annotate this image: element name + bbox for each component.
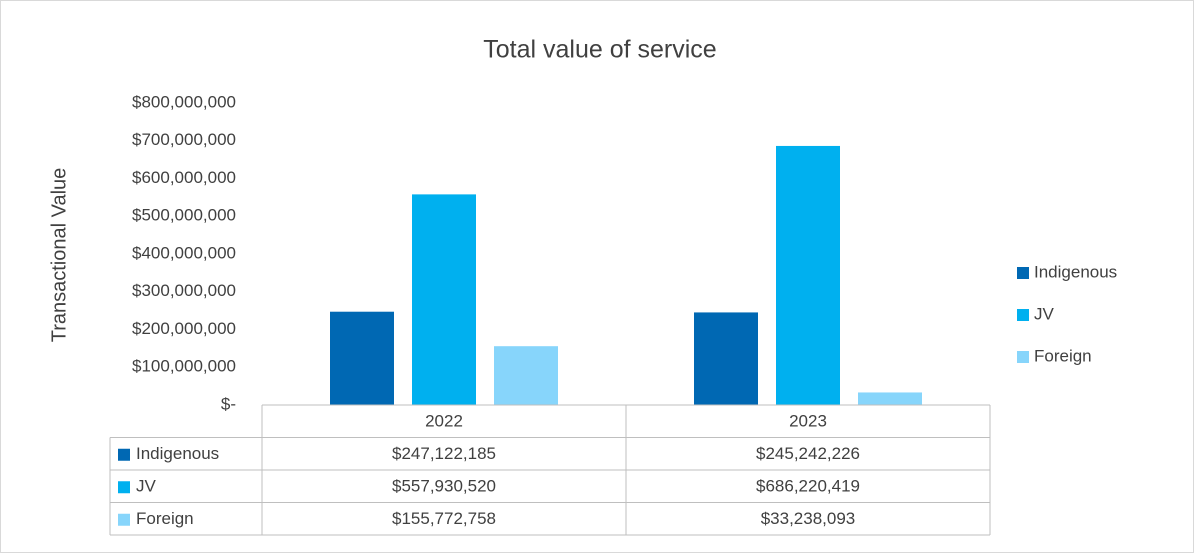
- legend-key: [118, 513, 130, 526]
- y-tick-label: $-: [221, 394, 236, 413]
- legend-label: Foreign: [1034, 346, 1092, 365]
- y-tick-label: $200,000,000: [132, 319, 236, 338]
- y-tick-label: $600,000,000: [132, 168, 236, 187]
- legend-key: [1017, 351, 1029, 363]
- table-row-label: Indigenous: [136, 444, 219, 463]
- table-cell: $247,122,185: [392, 444, 496, 463]
- y-tick-label: $400,000,000: [132, 243, 236, 262]
- bar: [694, 312, 758, 405]
- table-row-label: JV: [136, 477, 157, 496]
- bar: [494, 346, 558, 405]
- y-tick-label: $500,000,000: [132, 206, 236, 225]
- x-tick-label: 2023: [789, 412, 827, 431]
- y-tick-label: $700,000,000: [132, 130, 236, 149]
- chart-title: Total value of service: [483, 36, 716, 64]
- table-cell: $155,772,758: [392, 509, 496, 528]
- y-tick-label: $300,000,000: [132, 281, 236, 300]
- table-cell: $686,220,419: [756, 477, 860, 496]
- table-cell: $245,242,226: [756, 444, 860, 463]
- table-row-label: Foreign: [136, 509, 194, 528]
- bar: [776, 145, 840, 406]
- y-tick-label: $100,000,000: [132, 357, 236, 376]
- legend-key: [1017, 267, 1029, 279]
- bar: [412, 194, 476, 405]
- table-cell: $33,238,093: [761, 509, 856, 528]
- x-tick-label: 2022: [425, 412, 463, 431]
- y-tick-label: $800,000,000: [132, 92, 236, 111]
- table-cell: $557,930,520: [392, 477, 496, 496]
- legend-label: JV: [1034, 304, 1055, 323]
- legend-key: [118, 481, 130, 494]
- legend-key: [118, 448, 130, 461]
- bar: [330, 311, 394, 405]
- legend-key: [1017, 309, 1029, 321]
- legend-label: Indigenous: [1034, 262, 1117, 281]
- bar: [858, 392, 922, 405]
- y-axis-label: Transactional Value: [48, 168, 70, 343]
